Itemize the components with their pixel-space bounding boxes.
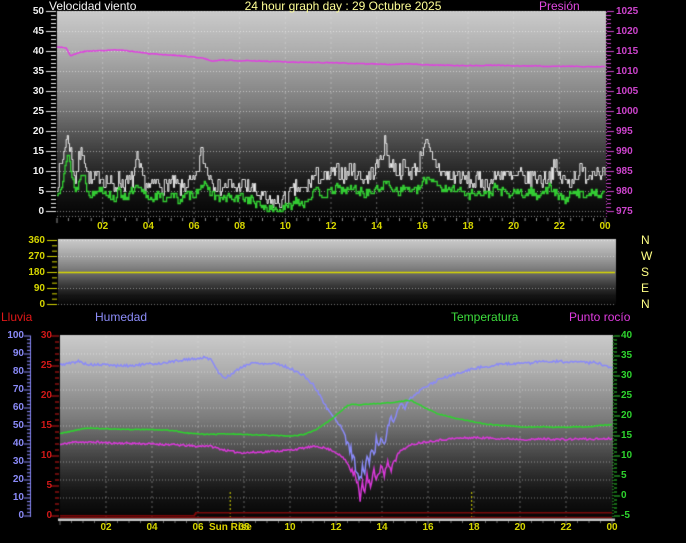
graph-title: 24 hour graph day : 29 Octubre 2025 <box>244 0 442 13</box>
hour-label-bottom: 14 <box>376 522 388 533</box>
humidity-tick-label: 60 <box>12 402 24 413</box>
temperature-panel-title: Temperatura <box>451 310 519 324</box>
humidity-tick-label: 100 <box>7 330 24 341</box>
pressure-tick-label: 1005 <box>616 85 639 97</box>
compass-label-e: E <box>641 281 650 295</box>
temperature-tick-label: 0 <box>621 490 627 501</box>
wind-tick-label: 15 <box>32 145 44 157</box>
wind-tick-label: 0 <box>38 205 44 217</box>
hour-label-top: 10 <box>279 221 291 232</box>
wind-tick-label: 50 <box>32 5 44 17</box>
wind-speed-panel-title: Velocidad viento <box>49 0 137 13</box>
pressure-tick-label: 1000 <box>616 105 639 117</box>
rain-tick-label: 10 <box>40 450 52 461</box>
hour-label-top: 00 <box>599 221 611 232</box>
pressure-tick-label: 990 <box>616 145 633 157</box>
pressure-tick-label: 1020 <box>616 25 639 37</box>
rain-tick-label: 5 <box>46 480 52 491</box>
temperature-tick-label: 35 <box>621 350 633 361</box>
rain-tick-label: 30 <box>40 330 52 341</box>
humidity-tick-label: 0 <box>18 510 24 521</box>
wind-tick-label: 20 <box>32 125 44 137</box>
hour-label-top: 20 <box>508 221 520 232</box>
temperature-tick-label: 5 <box>621 470 627 481</box>
direction-tick-label: 180 <box>28 266 45 278</box>
wind-tick-label: 45 <box>32 25 44 37</box>
temperature-tick-label: 10 <box>621 450 633 461</box>
sunrise-label: Sun Rise <box>209 522 252 533</box>
hour-label-bottom: 08 <box>238 522 250 533</box>
pressure-tick-label: 985 <box>616 165 633 177</box>
hour-label-top: 08 <box>234 221 246 232</box>
hour-label-top: 16 <box>416 221 428 232</box>
pressure-tick-label: 980 <box>616 185 633 197</box>
hour-label-bottom: 16 <box>422 522 434 533</box>
pressure-panel-title: Presión <box>539 0 580 13</box>
hour-label-top: 22 <box>553 221 565 232</box>
pressure-tick-label: 975 <box>616 205 633 217</box>
humidity-tick-label: 90 <box>12 348 24 359</box>
rain-tick-label: 0 <box>46 510 52 521</box>
hour-label-top: 12 <box>325 221 337 232</box>
humidity-tick-label: 20 <box>12 474 24 485</box>
direction-tick-label: 270 <box>28 250 45 262</box>
humidity-tick-label: 30 <box>12 456 24 467</box>
rain-tick-label: 20 <box>40 390 52 401</box>
hour-label-bottom: 04 <box>146 522 158 533</box>
rain-tick-label: 15 <box>40 420 52 431</box>
hour-label-bottom: 00 <box>606 522 618 533</box>
compass-label-n2: N <box>641 297 650 311</box>
wind-tick-label: 25 <box>32 105 44 117</box>
temperature-tick-label: 40 <box>621 330 633 341</box>
hour-label-bottom: 06 <box>192 522 204 533</box>
hour-label-bottom: 02 <box>100 522 112 533</box>
pressure-tick-label: 1015 <box>616 45 639 57</box>
wind-tick-label: 10 <box>32 165 44 177</box>
hour-label-top: 02 <box>97 221 109 232</box>
rain-tick-label: 25 <box>40 360 52 371</box>
compass-label-s: S <box>641 265 650 279</box>
compass-label-n1: N <box>641 233 650 247</box>
hour-label-top: 14 <box>371 221 383 232</box>
humidity-tick-label: 70 <box>12 384 24 395</box>
hour-label-top: 18 <box>462 221 474 232</box>
hour-label-bottom: 12 <box>330 522 342 533</box>
temperature-tick-label: 30 <box>621 370 633 381</box>
humidity-tick-label: 40 <box>12 438 24 449</box>
wind-tick-label: 30 <box>32 85 44 97</box>
wind-tick-label: 40 <box>32 45 44 57</box>
temperature-tick-label: 20 <box>621 410 633 421</box>
humidity-tick-label: 50 <box>12 420 24 431</box>
dew-point-panel-title: Punto rocío <box>569 310 631 324</box>
wind-tick-label: 5 <box>38 185 44 197</box>
pressure-tick-label: 1025 <box>616 5 639 17</box>
direction-tick-label: 360 <box>28 234 45 246</box>
temperature-tick-label: -5 <box>621 510 630 521</box>
pressure-tick-label: 995 <box>616 125 633 137</box>
direction-tick-label: 0 <box>39 298 45 310</box>
temperature-tick-label: 15 <box>621 430 633 441</box>
hour-label-bottom: 20 <box>514 522 526 533</box>
pressure-tick-label: 1010 <box>616 65 639 77</box>
wind-tick-label: 35 <box>32 65 44 77</box>
hour-label-bottom: 18 <box>468 522 480 533</box>
humidity-tick-label: 10 <box>12 492 24 503</box>
humidity-panel-title: Humedad <box>95 310 148 324</box>
temperature-tick-label: 25 <box>621 390 633 401</box>
hour-label-top: 04 <box>142 221 154 232</box>
humidity-tick-label: 80 <box>12 366 24 377</box>
hour-label-bottom: 10 <box>284 522 296 533</box>
hour-label-bottom: 22 <box>560 522 572 533</box>
direction-tick-label: 90 <box>33 282 45 294</box>
hour-label-top: 06 <box>188 221 200 232</box>
compass-label-w: W <box>641 249 653 263</box>
rain-panel-title: Lluvia <box>1 310 33 324</box>
